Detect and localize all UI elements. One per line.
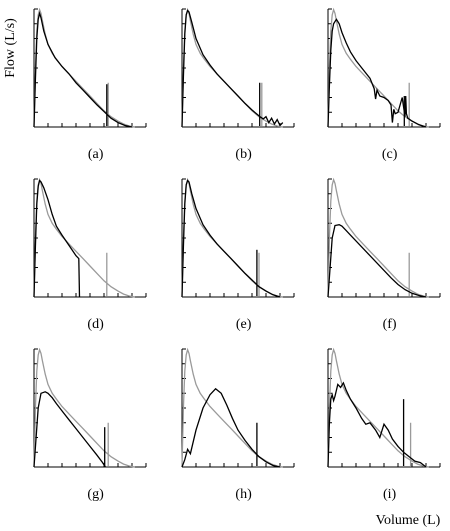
- test-curve: [327, 381, 427, 468]
- panel-label: (c): [382, 147, 398, 162]
- reference-curve: [33, 177, 135, 298]
- reference-curve: [181, 7, 283, 128]
- test-curve: [181, 9, 284, 128]
- reference-curve: [33, 7, 135, 128]
- test-curve: [33, 10, 133, 128]
- reference-curve: [327, 347, 429, 468]
- panel-g: (g): [33, 347, 147, 502]
- y-axis-title: Flow (L/s): [3, 18, 18, 78]
- panel-label: (b): [235, 147, 252, 162]
- panel-f: (f): [327, 177, 441, 332]
- x-axis-title: Volume (L): [376, 513, 441, 528]
- panel-label: (a): [88, 147, 104, 162]
- panel-label: (i): [383, 487, 397, 502]
- reference-curve: [327, 177, 429, 298]
- panel-b: (b): [181, 7, 295, 162]
- test-curve: [181, 387, 281, 468]
- panel-label: (f): [383, 317, 397, 332]
- reference-curve: [33, 347, 135, 468]
- panel-a: (a): [33, 7, 147, 162]
- panel-label: (g): [87, 487, 104, 502]
- panel-i: (i): [327, 347, 441, 502]
- panel-grid: (a) (b) (c) (d) (e) (f) (g) (h) (i): [33, 7, 441, 502]
- reference-curve: [181, 347, 283, 468]
- test-curve: [33, 391, 106, 468]
- panel-e: (e): [181, 177, 295, 332]
- panel-label: (h): [235, 487, 252, 502]
- test-curve: [33, 179, 81, 298]
- panel-d: (d): [33, 177, 147, 332]
- panel-c: (c): [327, 7, 441, 162]
- panel-h: (h): [181, 347, 295, 502]
- panel-label: (e): [236, 317, 252, 332]
- test-curve: [181, 179, 281, 298]
- reference-curve: [181, 177, 283, 298]
- test-curve: [327, 224, 427, 298]
- test-curve: [327, 18, 427, 128]
- reference-curve: [327, 7, 429, 128]
- panel-label: (d): [87, 317, 104, 332]
